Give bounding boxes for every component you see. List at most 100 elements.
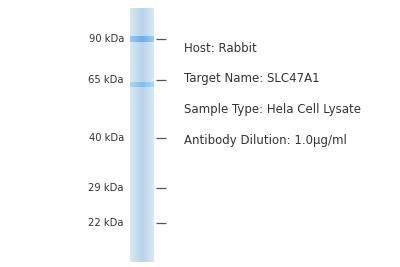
Bar xyxy=(141,8,142,262)
Bar xyxy=(138,8,139,262)
Bar xyxy=(130,82,131,87)
Bar xyxy=(138,36,139,42)
Bar xyxy=(130,8,131,262)
Bar xyxy=(140,36,141,42)
Bar xyxy=(152,8,153,262)
Bar xyxy=(137,8,138,262)
Bar xyxy=(132,36,133,42)
Bar xyxy=(146,8,147,262)
Bar xyxy=(147,36,148,42)
Bar xyxy=(142,82,143,87)
Bar xyxy=(130,8,131,262)
Bar xyxy=(131,36,132,42)
Bar xyxy=(152,8,153,262)
Bar xyxy=(134,82,135,87)
Bar xyxy=(150,36,151,42)
Bar xyxy=(148,8,149,262)
Bar xyxy=(142,36,143,42)
Bar xyxy=(135,8,136,262)
Bar xyxy=(132,8,133,262)
Bar xyxy=(138,82,139,87)
Bar xyxy=(137,8,138,262)
Bar xyxy=(131,82,132,87)
Bar xyxy=(142,82,143,87)
Bar xyxy=(137,82,138,87)
Bar xyxy=(134,36,135,42)
Bar xyxy=(147,36,148,42)
Bar xyxy=(144,36,145,42)
Bar xyxy=(135,36,136,42)
Text: Host: Rabbit: Host: Rabbit xyxy=(184,42,257,54)
Bar xyxy=(140,8,141,262)
Bar xyxy=(141,36,142,42)
Bar xyxy=(133,8,134,262)
Bar xyxy=(153,36,154,42)
Text: 22 kDa: 22 kDa xyxy=(88,218,124,228)
Bar xyxy=(151,36,152,42)
Bar xyxy=(136,82,137,87)
Bar xyxy=(147,8,148,262)
Bar xyxy=(144,36,145,42)
Bar xyxy=(145,82,146,87)
Bar xyxy=(145,36,146,42)
Bar xyxy=(145,82,146,87)
Bar xyxy=(148,82,149,87)
Bar xyxy=(133,36,134,42)
Bar xyxy=(135,82,136,87)
Bar xyxy=(150,36,151,42)
Bar xyxy=(151,8,152,262)
Bar xyxy=(151,8,152,262)
Text: Antibody Dilution: 1.0μg/ml: Antibody Dilution: 1.0μg/ml xyxy=(184,134,347,147)
Bar xyxy=(151,36,152,42)
Bar xyxy=(134,8,135,262)
Bar xyxy=(141,82,142,87)
Bar xyxy=(145,8,146,262)
Bar xyxy=(147,82,148,87)
Bar xyxy=(145,36,146,42)
Bar xyxy=(136,36,137,42)
Bar xyxy=(149,8,150,262)
Bar xyxy=(135,82,136,87)
Bar xyxy=(145,8,146,262)
Bar xyxy=(130,82,131,87)
Bar xyxy=(131,82,132,87)
Bar xyxy=(135,8,136,262)
Bar xyxy=(135,36,136,42)
Bar xyxy=(136,36,137,42)
Bar xyxy=(148,36,149,42)
Bar xyxy=(131,36,132,42)
Bar xyxy=(149,36,150,42)
Bar xyxy=(131,8,132,262)
Bar xyxy=(138,36,139,42)
Bar xyxy=(134,36,135,42)
Bar xyxy=(130,36,131,42)
Bar xyxy=(133,8,134,262)
Bar xyxy=(147,36,148,42)
Bar xyxy=(141,82,142,87)
Bar xyxy=(137,36,138,42)
Bar xyxy=(140,8,141,262)
Bar xyxy=(140,82,141,87)
Bar xyxy=(141,36,142,42)
Bar xyxy=(130,36,131,42)
Bar xyxy=(150,8,151,262)
Text: 40 kDa: 40 kDa xyxy=(89,132,124,143)
Bar xyxy=(142,82,143,87)
Bar xyxy=(136,8,137,262)
Bar xyxy=(133,82,134,87)
Bar xyxy=(146,8,147,262)
Bar xyxy=(147,8,148,262)
Bar xyxy=(135,36,136,42)
Bar xyxy=(136,8,137,262)
Bar xyxy=(153,8,154,262)
Bar xyxy=(149,8,150,262)
Bar xyxy=(130,8,131,262)
Bar xyxy=(153,8,154,262)
Bar xyxy=(136,82,137,87)
Bar xyxy=(135,82,136,87)
Bar xyxy=(150,82,151,87)
Bar xyxy=(134,8,135,262)
Bar xyxy=(146,36,147,42)
Bar xyxy=(146,36,147,42)
Bar xyxy=(130,36,131,42)
